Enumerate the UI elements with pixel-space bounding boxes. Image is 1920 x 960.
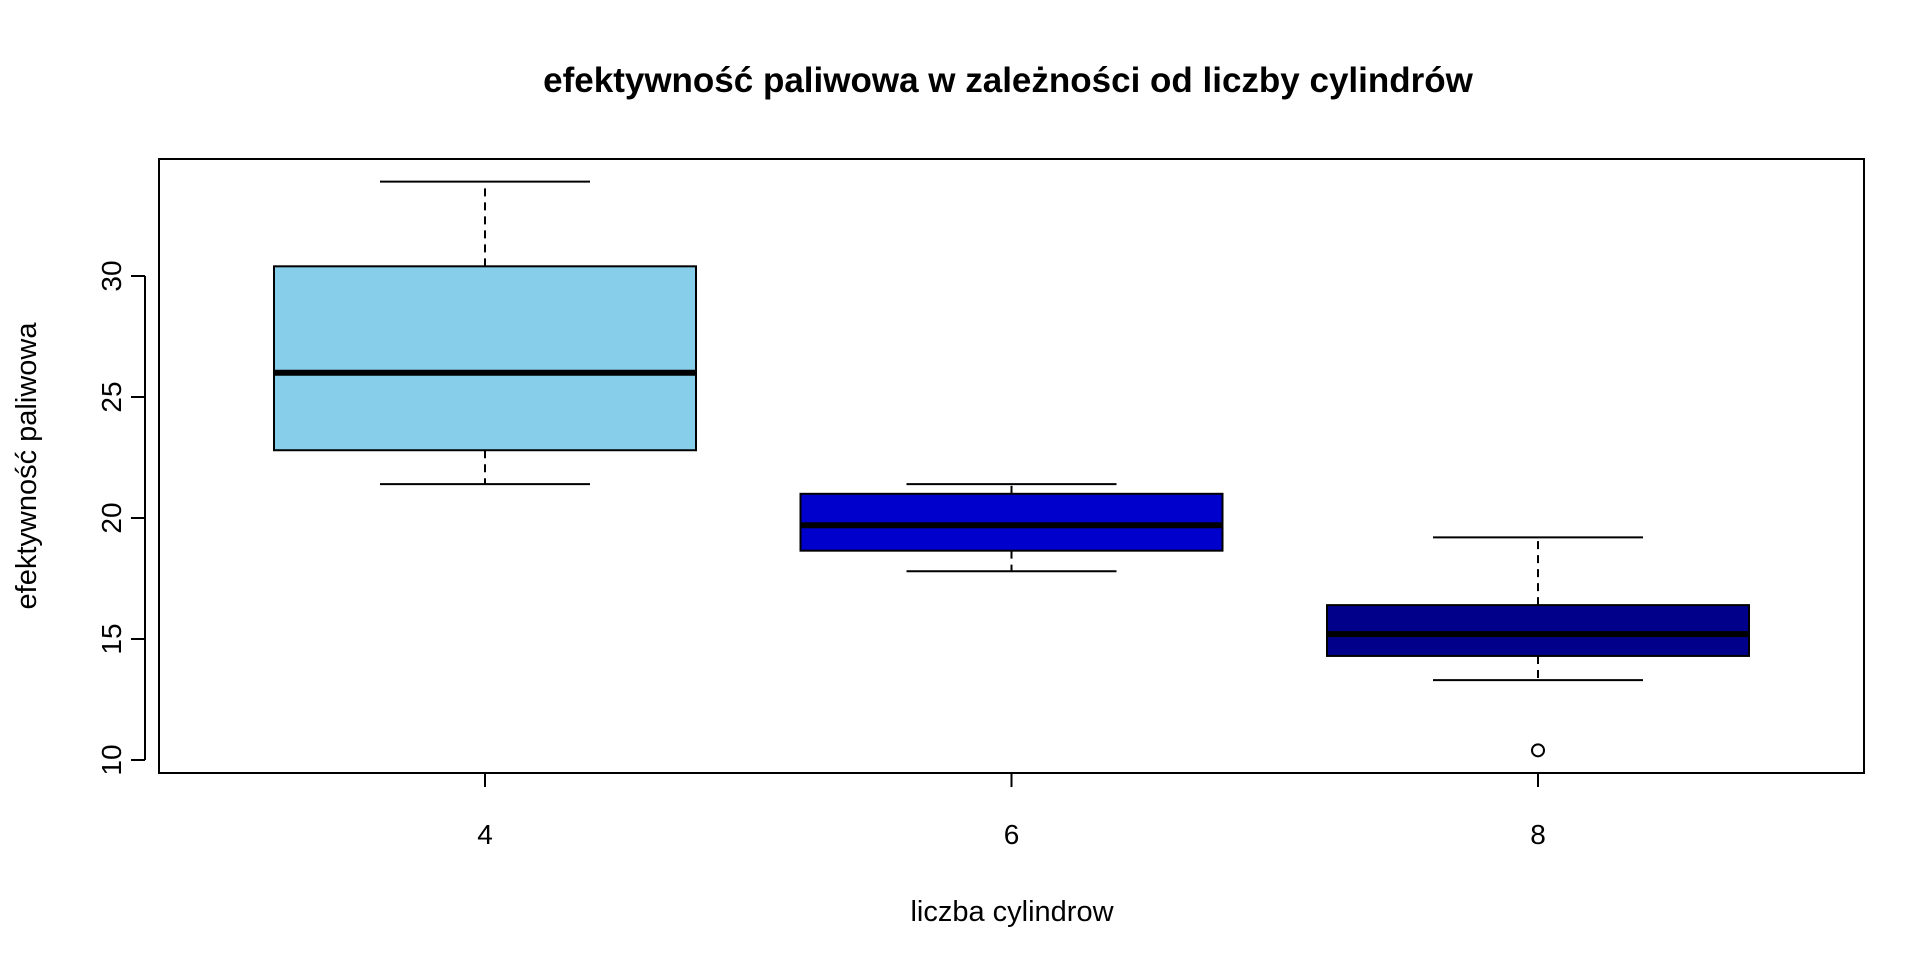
chart-title: efektywność paliwowa w zależności od lic…: [543, 61, 1473, 100]
y-tick-label-20: 20: [96, 502, 127, 533]
x-tick-label-8: 8: [1530, 819, 1546, 850]
iqr-box: [1326, 604, 1750, 657]
y-tick-label-25: 25: [96, 381, 127, 412]
box-8: [1326, 536, 1750, 758]
box-6: [799, 483, 1224, 573]
x-axis-label: liczba cylindrow: [910, 896, 1114, 928]
x-axis: 4 6 8: [477, 773, 1546, 850]
y-tick-label-15: 15: [96, 623, 127, 654]
x-tick-label-6: 6: [1004, 819, 1020, 850]
iqr-box: [799, 492, 1224, 552]
box-4: [273, 180, 697, 486]
outlier-point: [1531, 743, 1545, 758]
x-tick-label-4: 4: [477, 819, 493, 850]
y-axis: 10 15 20 25 30: [96, 260, 146, 776]
y-tick-label-30: 30: [96, 260, 127, 291]
y-tick-label-10: 10: [96, 744, 127, 775]
y-axis-label: efektywność paliwowa: [11, 322, 43, 610]
iqr-box: [273, 265, 697, 452]
boxes-layer: [273, 180, 1750, 758]
